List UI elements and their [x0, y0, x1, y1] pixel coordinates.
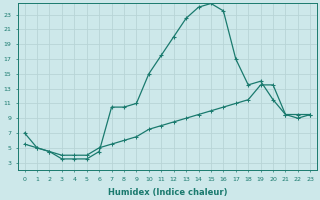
X-axis label: Humidex (Indice chaleur): Humidex (Indice chaleur): [108, 188, 227, 197]
